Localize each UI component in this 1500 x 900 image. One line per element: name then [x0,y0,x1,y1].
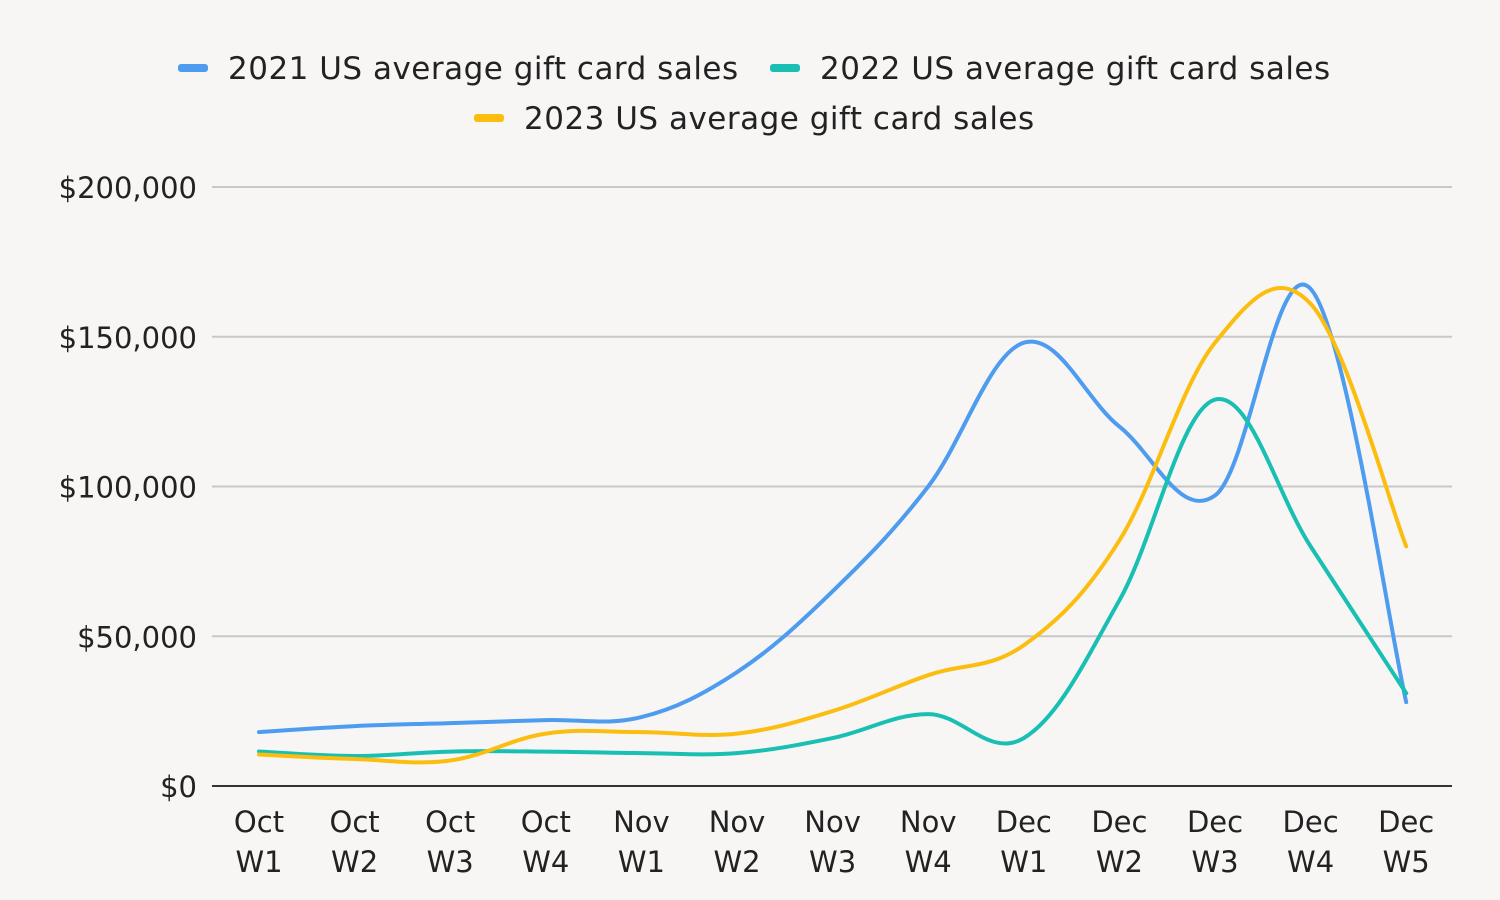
x-tick-label: Dec W4 [1283,805,1339,879]
y-axis: $0 $50,000 $100,000 $150,000 $200,000 [59,171,197,804]
plot-area [257,282,1409,765]
x-tick-month: Nov [900,805,957,839]
series-line-2 [257,397,1409,758]
series-line-3 [257,286,1409,765]
x-tick-label: Dec W1 [996,805,1052,879]
x-tick-label: Dec W5 [1378,805,1434,879]
x-tick-month: Dec [1187,805,1243,839]
legend: 2021 US average gift card sales 2022 US a… [178,51,1331,137]
y-tick-label: $100,000 [59,471,197,505]
x-tick-label: Nov W3 [804,805,861,879]
x-tick-month: Dec [1378,805,1434,839]
x-tick-week: W3 [809,845,856,879]
x-tick-week: W2 [713,845,760,879]
legend-swatch [178,64,208,72]
x-tick-month: Oct [330,805,380,839]
x-tick-week: W2 [331,845,378,879]
x-tick-month: Nov [804,805,861,839]
legend-item[interactable]: 2022 US average gift card sales [770,51,1331,87]
y-tick-label: $200,000 [59,171,197,205]
x-tick-label: Oct W3 [425,805,475,879]
x-tick-week: W3 [427,845,474,879]
x-tick-label: Oct W1 [234,805,284,879]
gridlines [212,186,1452,787]
y-tick-label: $0 [160,770,197,804]
x-tick-month: Oct [425,805,475,839]
legend-swatch [474,114,504,122]
series-line-1 [257,282,1409,735]
x-tick-week: W1 [1000,845,1047,879]
legend-label: 2021 US average gift card sales [228,51,739,87]
y-tick-label: $150,000 [59,321,197,355]
x-tick-month: Dec [1091,805,1147,839]
x-tick-month: Oct [521,805,571,839]
x-tick-label: Oct W4 [521,805,571,879]
y-tick-label: $50,000 [77,620,197,654]
x-tick-label: Dec W3 [1187,805,1243,879]
x-tick-week: W4 [905,845,952,879]
x-tick-week: W3 [1191,845,1238,879]
x-tick-month: Dec [1283,805,1339,839]
x-tick-label: Oct W2 [330,805,380,879]
x-tick-week: W1 [618,845,665,879]
x-tick-month: Dec [996,805,1052,839]
x-tick-week: W4 [522,845,569,879]
x-tick-week: W4 [1287,845,1334,879]
x-tick-label: Nov W4 [900,805,957,879]
x-tick-label: Nov W2 [709,805,766,879]
legend-swatch [770,64,800,72]
x-tick-month: Nov [709,805,766,839]
legend-item[interactable]: 2023 US average gift card sales [474,101,1035,137]
x-axis: Oct W1 Oct W2 Oct W3 Oct W4 Nov W1 Nov W2 Nov W3 Nov W4… [234,805,1434,879]
x-tick-week: W2 [1096,845,1143,879]
legend-label: 2022 US average gift card sales [820,51,1331,87]
x-tick-week: W1 [235,845,282,879]
legend-label: 2023 US average gift card sales [524,101,1035,137]
x-tick-week: W5 [1383,845,1430,879]
x-tick-month: Oct [234,805,284,839]
x-tick-label: Dec W2 [1091,805,1147,879]
x-tick-month: Nov [613,805,670,839]
x-tick-label: Nov W1 [613,805,670,879]
legend-item[interactable]: 2021 US average gift card sales [178,51,739,87]
